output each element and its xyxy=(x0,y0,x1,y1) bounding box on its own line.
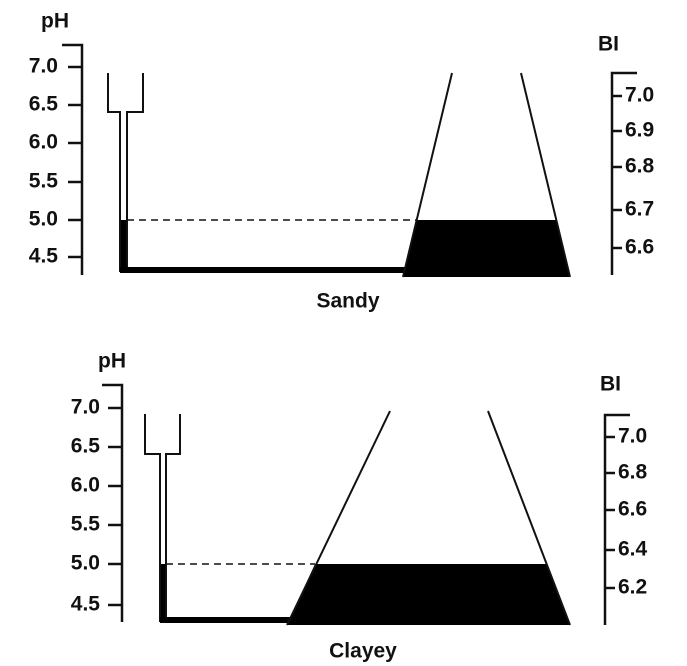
ph-axis xyxy=(102,383,124,622)
funnel-right xyxy=(487,410,571,626)
bi-axis xyxy=(610,71,637,275)
bi-tick-label: 6.6 xyxy=(625,236,654,259)
ph-tick-label: 6.0 xyxy=(29,131,58,154)
tube-fill xyxy=(120,220,127,272)
funnel-left xyxy=(402,72,453,278)
bi-axis xyxy=(603,413,630,625)
bi-tick-label: 6.9 xyxy=(625,119,654,142)
bi-tick-label: 7.0 xyxy=(618,425,647,448)
ph-tick-label: 5.0 xyxy=(71,552,100,575)
ph-tick-label: 6.5 xyxy=(71,435,101,458)
tube xyxy=(144,414,181,622)
tube-fill xyxy=(160,564,166,622)
bi-tick-label: 7.0 xyxy=(625,84,654,107)
ph-label: pH xyxy=(41,10,69,33)
funnel-left xyxy=(286,410,391,626)
caption: Clayey xyxy=(329,640,397,663)
bi-label: BI xyxy=(598,33,619,56)
ph-tick-label: 6.5 xyxy=(29,93,59,116)
bi-tick-label: 6.7 xyxy=(625,198,654,221)
ph-tick-label: 7.0 xyxy=(29,55,58,78)
ph-tick-label: 4.5 xyxy=(29,245,59,268)
ph-tick-label: 5.5 xyxy=(29,170,59,193)
bi-tick-label: 6.8 xyxy=(618,461,648,484)
ph-tick-label: 4.5 xyxy=(71,593,101,616)
funnel-fill xyxy=(287,564,570,625)
bi-label: BI xyxy=(600,373,621,396)
bi-tick-label: 6.2 xyxy=(618,576,647,599)
bi-tick-label: 6.4 xyxy=(618,538,648,561)
ph-tick-label: 6.0 xyxy=(71,474,100,497)
funnel-right xyxy=(520,72,571,278)
ph-tick-label: 5.0 xyxy=(29,208,58,231)
bi-tick-label: 6.6 xyxy=(618,498,647,521)
funnel-fill xyxy=(403,220,570,277)
bi-tick-label: 6.8 xyxy=(625,155,655,178)
ph-label: pH xyxy=(98,350,126,373)
ph-tick-label: 5.5 xyxy=(71,513,101,536)
ph-tick-label: 7.0 xyxy=(71,396,100,419)
caption: Sandy xyxy=(316,290,379,313)
ph-axis xyxy=(62,43,84,275)
tube xyxy=(107,73,144,272)
